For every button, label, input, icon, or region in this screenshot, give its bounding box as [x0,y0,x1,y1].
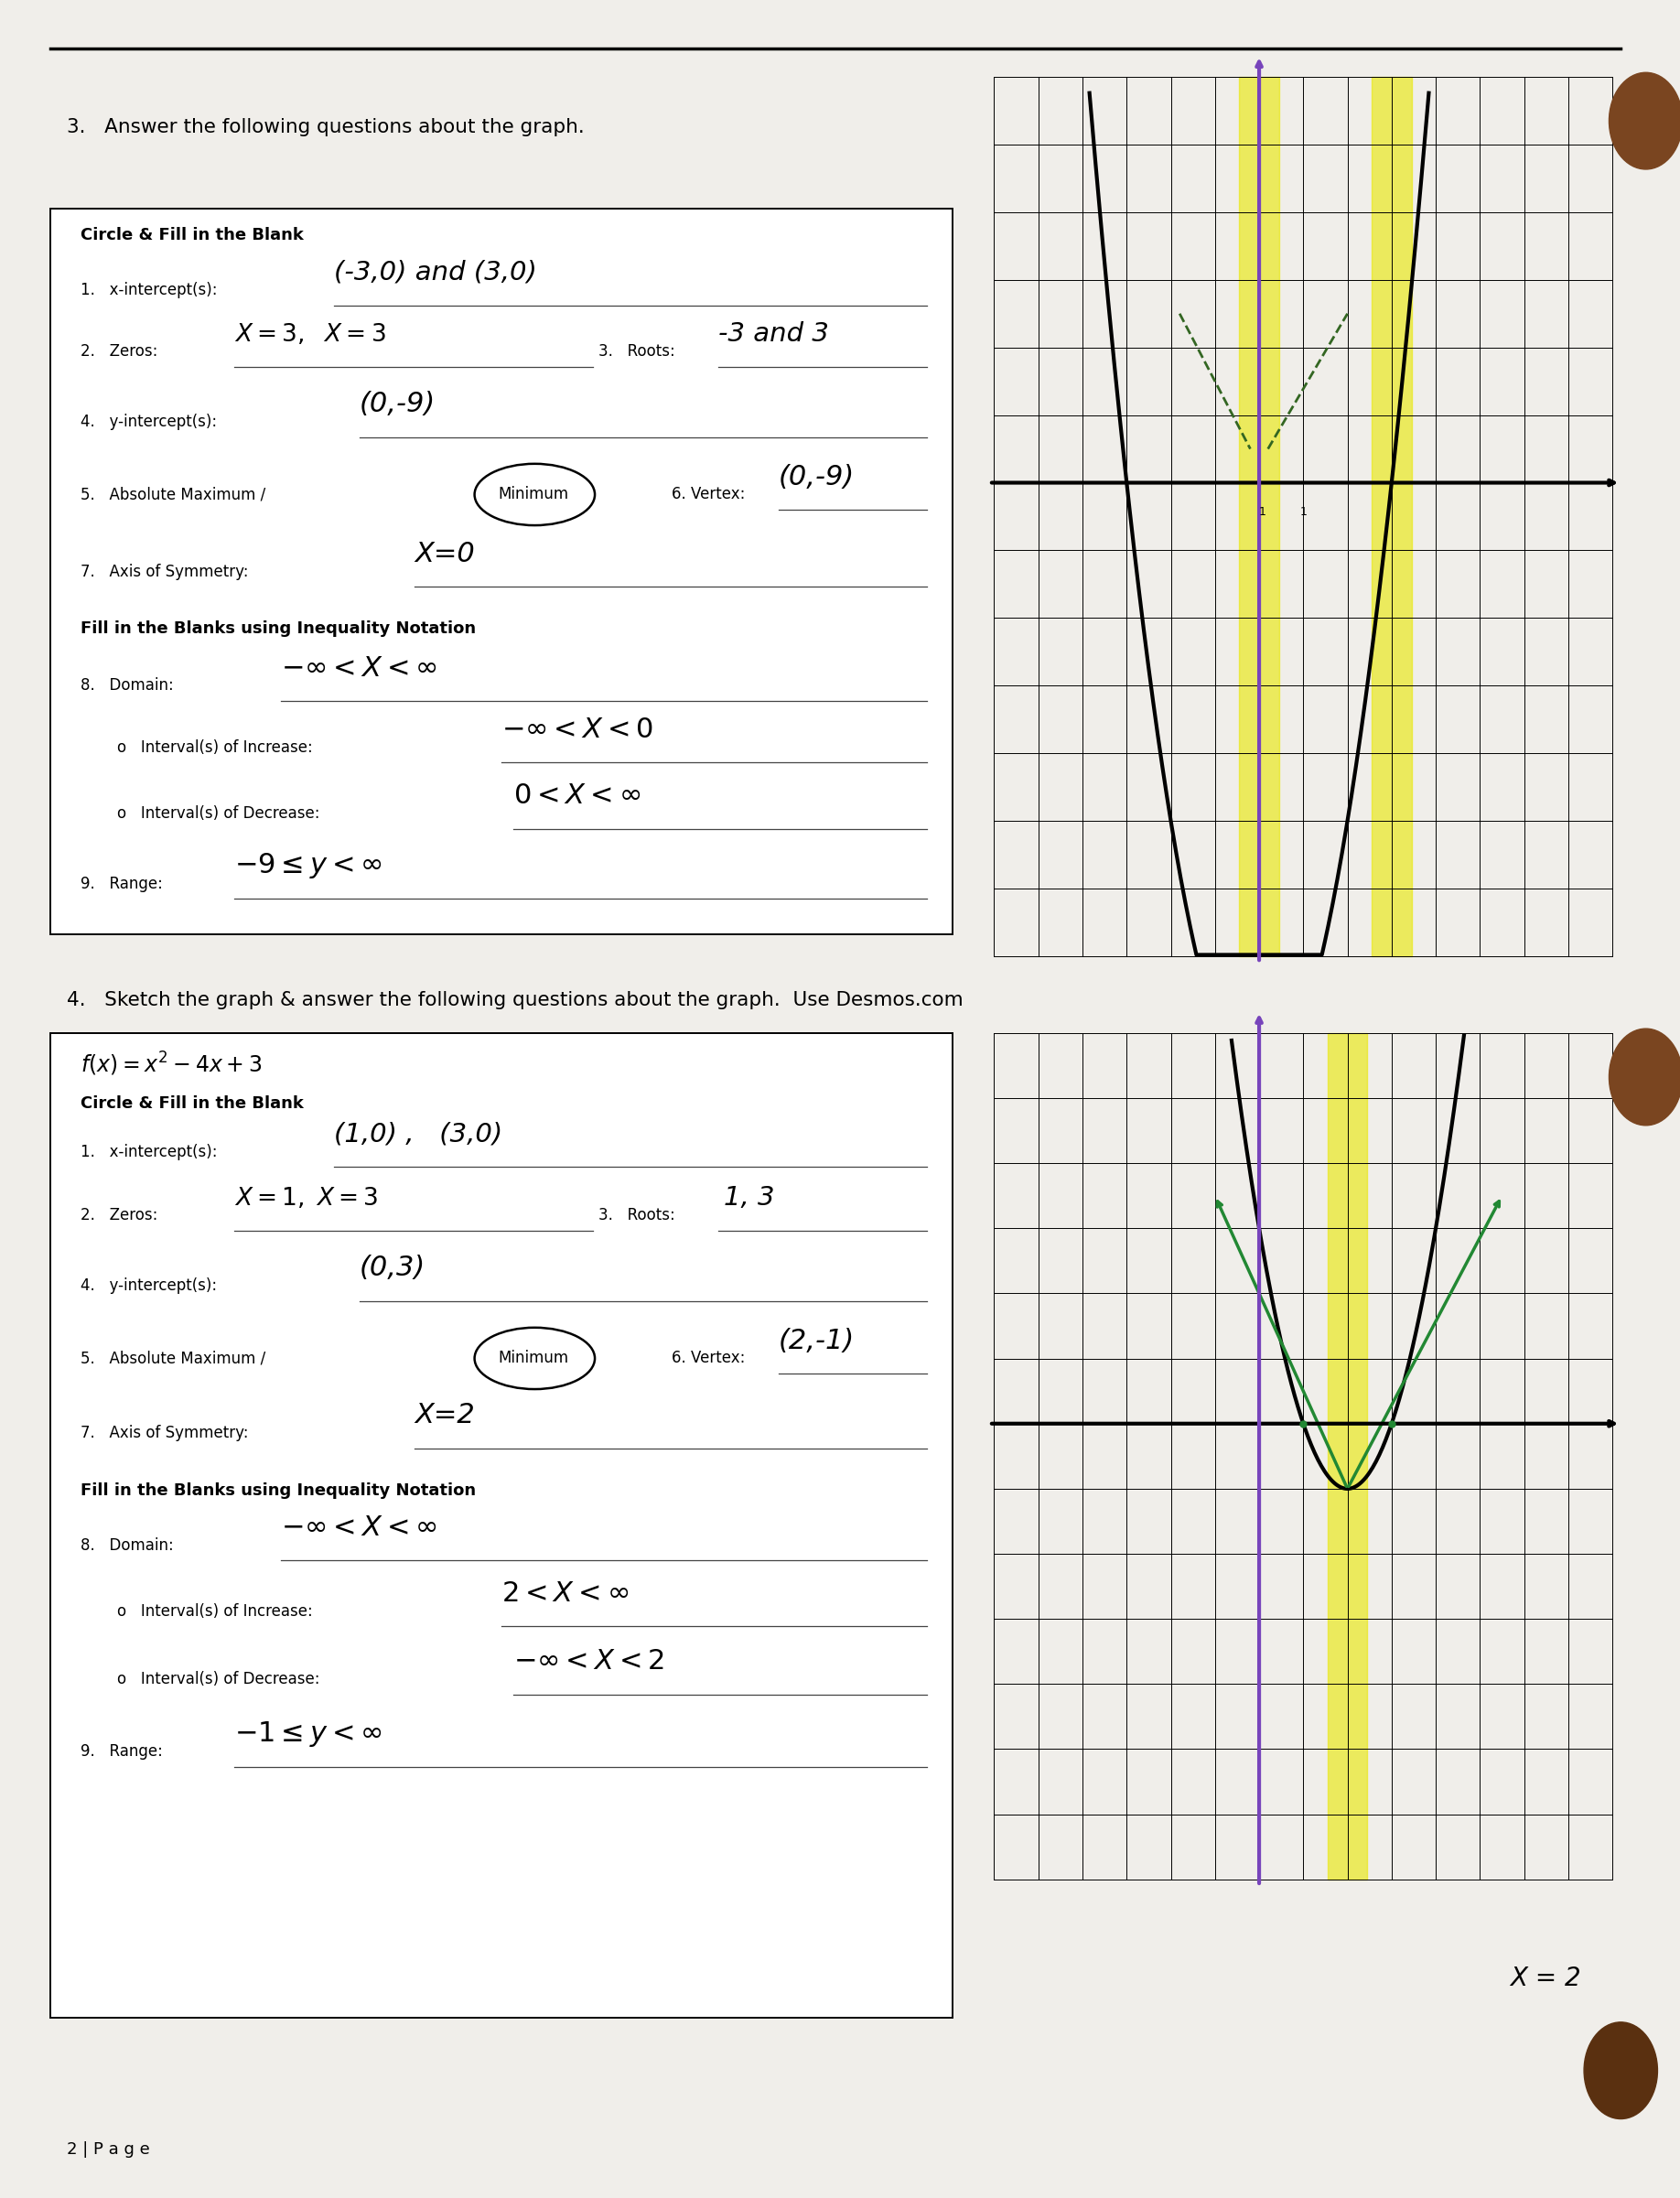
Text: $-\infty < X < \infty$: $-\infty < X < \infty$ [281,655,437,681]
Bar [1373,77,1411,956]
Text: $-9 \leq y < \infty$: $-9 \leq y < \infty$ [234,851,381,881]
Bar [1240,77,1278,956]
Text: 4.   y-intercept(s):: 4. y-intercept(s): [81,1277,217,1295]
Text: 8.   Domain:: 8. Domain: [81,1536,173,1554]
Text: o   Interval(s) of Decrease:: o Interval(s) of Decrease: [118,804,319,822]
Text: $-1 \leq y < \infty$: $-1 \leq y < \infty$ [234,1719,381,1750]
Text: o   Interval(s) of Increase:: o Interval(s) of Increase: [118,1602,312,1620]
Bar [1327,1033,1368,1879]
Text: 3.   Roots:: 3. Roots: [598,1207,675,1224]
Text: o   Interval(s) of Increase:: o Interval(s) of Increase: [118,739,312,756]
Text: $-\infty < X < \infty$: $-\infty < X < \infty$ [281,1514,437,1541]
Text: 7.   Axis of Symmetry:: 7. Axis of Symmetry: [81,1424,249,1442]
Text: 2 | P a g e: 2 | P a g e [67,2141,150,2158]
Circle shape [1609,1029,1680,1125]
Text: 1, 3: 1, 3 [724,1185,774,1211]
Text: 4.   Sketch the graph & answer the following questions about the graph.  Use Des: 4. Sketch the graph & answer the followi… [67,991,963,1009]
Text: (2,-1): (2,-1) [778,1328,855,1354]
Text: X=0: X=0 [415,541,474,567]
Circle shape [1609,73,1680,169]
Text: $\it{X=1, \ X=3}$: $\it{X=1, \ X=3}$ [234,1185,378,1211]
Circle shape [1584,2022,1658,2119]
Text: 3.   Roots:: 3. Roots: [598,343,675,360]
FancyBboxPatch shape [50,1033,953,2018]
Text: 8.   Domain:: 8. Domain: [81,677,173,695]
Text: (-3,0) and (3,0): (-3,0) and (3,0) [334,259,538,286]
Text: 1.   x-intercept(s):: 1. x-intercept(s): [81,281,217,299]
Text: (1,0) ,   (3,0): (1,0) , (3,0) [334,1121,502,1147]
Text: 1.   x-intercept(s):: 1. x-intercept(s): [81,1143,217,1161]
Text: $\it{X}$$\it{=}$$\it{3,}$  $\it{X}$$\it{=}$$\it{3}$: $\it{X}$$\it{=}$$\it{3,}$ $\it{X}$$\it{=… [234,321,386,347]
Text: Fill in the Blanks using Inequality Notation: Fill in the Blanks using Inequality Nota… [81,620,475,637]
Text: 9.   Range:: 9. Range: [81,1743,163,1761]
FancyBboxPatch shape [50,209,953,934]
Text: o   Interval(s) of Decrease:: o Interval(s) of Decrease: [118,1670,319,1688]
Text: Circle & Fill in the Blank: Circle & Fill in the Blank [81,1095,304,1112]
Text: 5.   Absolute Maximum /: 5. Absolute Maximum / [81,486,265,503]
Text: 4.   y-intercept(s):: 4. y-intercept(s): [81,413,217,431]
Text: $-\infty < X < 2$: $-\infty < X < 2$ [512,1648,664,1675]
Text: Fill in the Blanks using Inequality Notation: Fill in the Blanks using Inequality Nota… [81,1481,475,1499]
Text: 2.   Zeros:: 2. Zeros: [81,1207,158,1224]
Text: -3 and 3: -3 and 3 [719,321,830,347]
Text: Minimum: Minimum [497,1350,568,1367]
Text: $0 < X < \infty$: $0 < X < \infty$ [512,782,640,809]
Text: 5.   Absolute Maximum /: 5. Absolute Maximum / [81,1350,265,1367]
Text: (0,3): (0,3) [360,1255,425,1281]
Text: Circle & Fill in the Blank: Circle & Fill in the Blank [81,226,304,244]
Text: (0,-9): (0,-9) [778,464,855,490]
Text: Minimum: Minimum [497,486,568,503]
Text: 2.   Zeros:: 2. Zeros: [81,343,158,360]
Text: 7.   Axis of Symmetry:: 7. Axis of Symmetry: [81,563,249,580]
Text: 9.   Range:: 9. Range: [81,875,163,892]
Text: X = 2: X = 2 [1510,1965,1581,1991]
Text: $f(x) = x^2 - 4x + 3$: $f(x) = x^2 - 4x + 3$ [81,1051,262,1077]
Text: 3.   Answer the following questions about the graph.: 3. Answer the following questions about … [67,119,585,136]
Text: 1: 1 [1258,506,1267,519]
Text: 1: 1 [1300,506,1307,519]
Text: 6. Vertex:: 6. Vertex: [672,1350,746,1367]
Text: 6. Vertex:: 6. Vertex: [672,486,746,503]
Text: $2 < X < \infty$: $2 < X < \infty$ [501,1580,628,1607]
Text: (0,-9): (0,-9) [360,391,435,418]
Text: X=2: X=2 [415,1402,474,1429]
Text: $-\infty < X < 0$: $-\infty < X < 0$ [501,717,654,743]
